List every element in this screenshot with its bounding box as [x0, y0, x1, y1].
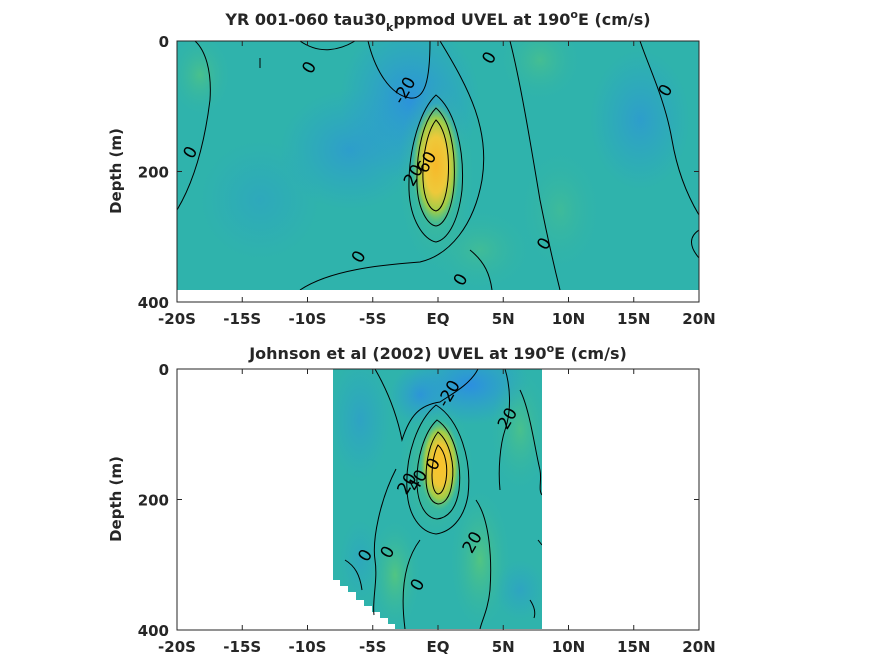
title-part: YR 001-060 tau30	[224, 10, 386, 29]
x-tick-label: 15N	[617, 310, 650, 328]
y-axis-label-2: Depth (m)	[107, 456, 125, 542]
x-tick-label: -10S	[289, 310, 327, 328]
data-mask-2	[333, 580, 395, 629]
title-part: E (cm/s)	[578, 10, 651, 29]
y-tick-label: 0	[159, 361, 169, 379]
heatmap-2	[333, 369, 542, 629]
x-ticks-1: -20S -15S -10S -5S EQ 5N 10N 15N 20N	[158, 41, 716, 328]
x-tick-label: 20N	[682, 310, 715, 328]
contours-1	[177, 41, 699, 290]
title-part: Johnson et al (2002) UVEL at 190	[248, 344, 546, 363]
x-tick-label: 5N	[492, 638, 515, 656]
y-tick-label: 200	[138, 492, 169, 510]
x-tick-label: -15S	[223, 310, 261, 328]
x-tick-label: -20S	[158, 310, 196, 328]
title-part: ppmod UVEL at 190	[393, 10, 570, 29]
y-tick-label: 400	[138, 622, 169, 640]
title-part: o	[547, 342, 555, 355]
y-tick-label: 400	[138, 294, 169, 312]
x-tick-label: 5N	[492, 310, 515, 328]
y-tick-label: 0	[159, 33, 169, 51]
x-tick-label: 10N	[552, 638, 585, 656]
x-tick-label: EQ	[427, 310, 450, 328]
x-tick-label: -15S	[223, 638, 261, 656]
y-ticks-1: 0 200 400	[138, 33, 699, 312]
title-part: k	[386, 21, 394, 34]
x-tick-label: -20S	[158, 638, 196, 656]
x-tick-label: EQ	[427, 638, 450, 656]
x-ticks-2: -20S -15S -10S -5S EQ 5N 10N 15N 20N	[158, 369, 716, 656]
contours-2	[344, 369, 542, 629]
x-tick-label: -5S	[359, 638, 386, 656]
chart-title-2: Johnson et al (2002) UVEL at 190oE (cm/s…	[248, 342, 627, 363]
x-tick-label: -10S	[289, 638, 327, 656]
heatmap-1	[177, 41, 699, 290]
chart-title-1: YR 001-060 tau30kppmod UVEL at 190oE (cm…	[224, 8, 650, 34]
y-ticks-2: 0 200 400	[138, 361, 699, 640]
x-tick-label: 10N	[552, 310, 585, 328]
x-tick-label: -5S	[359, 310, 386, 328]
y-axis-label-1: Depth (m)	[107, 128, 125, 214]
x-tick-label: 20N	[682, 638, 715, 656]
y-tick-label: 200	[138, 164, 169, 182]
x-tick-label: 15N	[617, 638, 650, 656]
title-part: o	[570, 8, 578, 21]
title-part: E (cm/s)	[554, 344, 627, 363]
